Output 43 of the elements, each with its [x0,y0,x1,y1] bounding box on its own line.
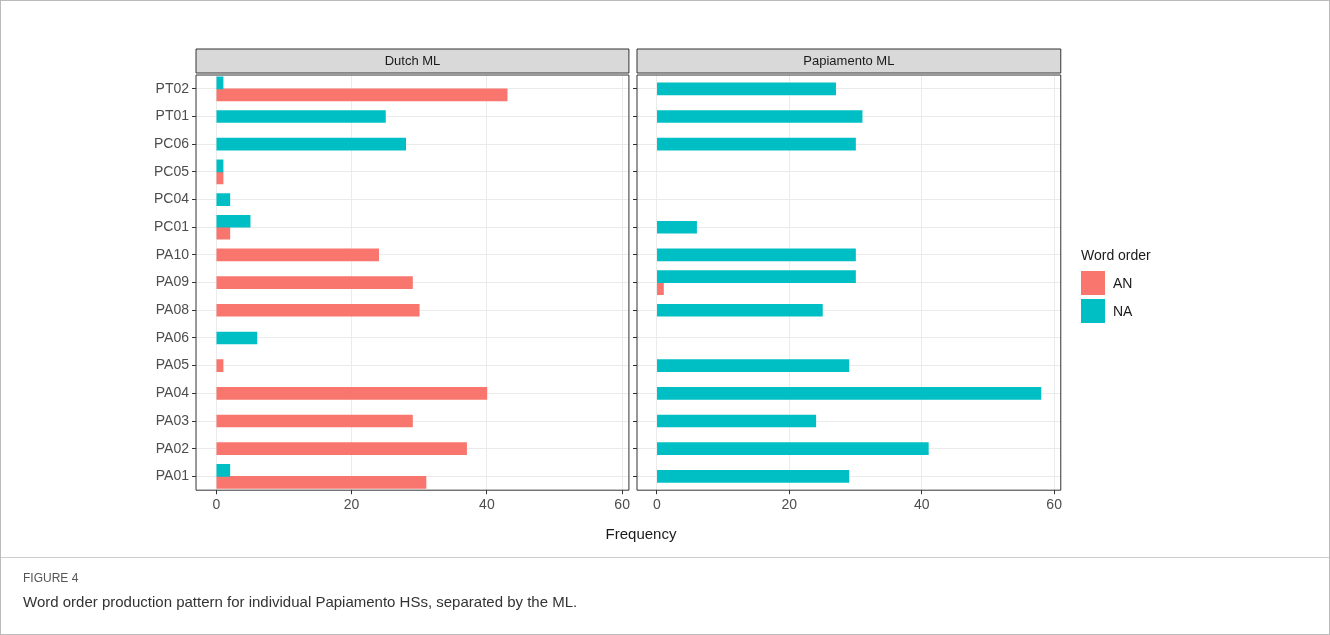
y-tick-label: PT01 [155,107,190,124]
y-tick-label: PA02 [155,439,190,456]
x-tick-label: 20 [343,496,360,513]
legend-label: NA [1112,302,1134,321]
y-tick-label: PA05 [155,356,190,373]
bar [657,110,863,123]
bar [657,248,856,262]
x-tick-label: 20 [781,496,798,513]
y-tick-label: PA06 [155,328,190,345]
y-tick-label: PA10 [155,245,190,262]
y-tick-label: PT02 [155,79,190,96]
legend-label: AN [1112,274,1134,293]
y-tick-label: PC05 [153,162,190,179]
bar [657,442,929,456]
text: Word order production pattern for individual Papiamento HSs, separated by the ML. [23,593,578,610]
y-tick-label: PA03 [155,411,190,428]
bar [657,359,850,372]
bar [657,303,823,317]
y-tick-label: PA04 [155,384,190,401]
bar [657,82,836,96]
bar [657,220,697,234]
bar [657,414,817,428]
bar [657,282,664,295]
x-tick-label: 0 [652,496,661,513]
x-tick-label: 40 [913,496,930,513]
caption: FIGURE 4 [23,571,79,585]
legend-title: Word order [1081,247,1151,263]
bar [657,470,850,483]
y-tick-label: PC04 [153,190,190,207]
x-tick-label: 60 [1046,496,1063,513]
chart-title: Papiamento ML [803,52,895,68]
bar [657,137,856,151]
chart-title: Dutch ML [384,52,441,68]
x-tick-label: 60 [614,496,631,513]
y-tick-label: PA09 [155,273,190,290]
y-tick-label: PA01 [155,467,190,484]
bar [657,386,1042,400]
x-tick-label: 0 [212,496,221,513]
y-tick-label: PC01 [153,218,190,235]
x-tick-label: 40 [479,496,495,513]
y-tick-label: PC06 [153,135,190,152]
y-tick-label: PA08 [155,301,190,318]
x-axis-title: Frequency [604,525,678,542]
